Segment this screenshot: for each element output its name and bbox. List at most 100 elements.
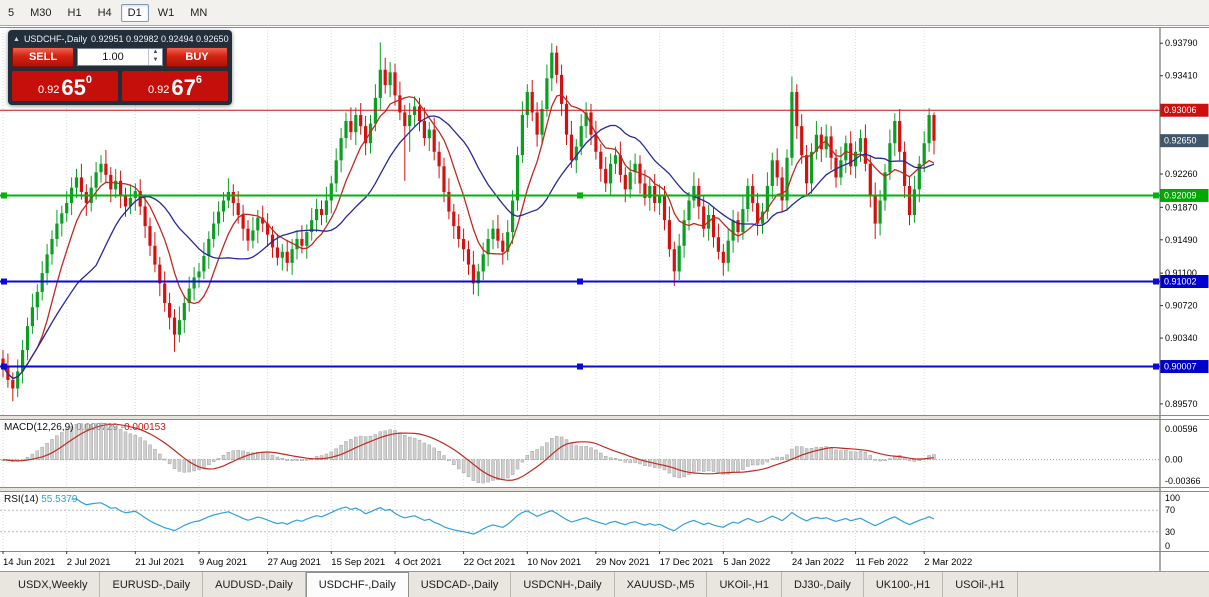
bid-price-pipette: 0 xyxy=(85,74,93,86)
svg-text:10 Nov 2021: 10 Nov 2021 xyxy=(527,557,581,568)
svg-text:0.90007: 0.90007 xyxy=(1164,362,1197,372)
price-axis-tag xyxy=(1160,103,1209,117)
svg-text:14 Jun 2021: 14 Jun 2021 xyxy=(3,557,55,568)
panel-splitter[interactable] xyxy=(0,415,1209,419)
price-chart-canvas[interactable]: 0.93790 0.93410 0.92260 0.91870 0.91490 0.911… xyxy=(0,27,1209,571)
price-axis-tag xyxy=(1160,275,1209,289)
timeframe-button-mn[interactable]: MN xyxy=(190,6,208,19)
hline-handle[interactable] xyxy=(577,192,583,199)
svg-text:2 Mar 2022: 2 Mar 2022 xyxy=(924,557,972,568)
volume-value[interactable]: 1.00 xyxy=(102,51,124,63)
price-axis-tag xyxy=(1160,134,1209,148)
volume-increase-icon[interactable]: ▲ xyxy=(152,49,159,55)
hline-handle[interactable] xyxy=(1153,363,1159,370)
chart-tab-xauusd-m5[interactable]: XAUUSD-,M5 xyxy=(615,572,708,597)
svg-text:4 Oct 2021: 4 Oct 2021 xyxy=(395,557,441,568)
svg-text:0.93790: 0.93790 xyxy=(1165,38,1198,48)
volume-decrease-icon[interactable]: ▼ xyxy=(152,57,159,63)
svg-text:MACD(12,26,9) 0.000729 -0.0001: MACD(12,26,9) 0.000729 -0.000153 xyxy=(4,422,166,433)
svg-text:11 Feb 2022: 11 Feb 2022 xyxy=(856,557,909,568)
svg-text:30: 30 xyxy=(1165,527,1175,537)
timeframe-toolbar: 5 M30 H1 H4 D1 W1 MN xyxy=(0,0,1209,26)
svg-text:0.90340: 0.90340 xyxy=(1165,333,1198,343)
chart-tab-audusd-daily[interactable]: AUDUSD-,Daily xyxy=(203,572,306,597)
buy-button[interactable]: BUY xyxy=(166,47,228,67)
chart-tab-uk100-h1[interactable]: UK100-,H1 xyxy=(864,572,944,597)
bid-price-display[interactable]: 0.92 65 0 xyxy=(12,71,118,101)
volume-spinner: ▲ ▼ xyxy=(148,49,162,65)
svg-text:0.92260: 0.92260 xyxy=(1165,169,1198,179)
svg-text:0: 0 xyxy=(1165,541,1170,551)
svg-text:RSI(14) 55.5379: RSI(14) 55.5379 xyxy=(4,494,78,505)
sell-button[interactable]: SELL xyxy=(12,47,74,67)
svg-text:0.90720: 0.90720 xyxy=(1165,301,1198,311)
ask-price-big-digits: 67 xyxy=(171,75,196,100)
hline-handle[interactable] xyxy=(577,278,583,285)
svg-text:27 Aug 2021: 27 Aug 2021 xyxy=(268,557,321,568)
timeframe-button-w1[interactable]: W1 xyxy=(157,6,175,19)
svg-text:0.91490: 0.91490 xyxy=(1165,235,1198,245)
ohlc-readout: 0.92951 0.92982 0.92494 0.92650 xyxy=(90,34,229,44)
price-axis-labels: 0.93790 0.93410 0.92260 0.91870 0.91490 0.911… xyxy=(1160,38,1209,409)
hline-handle[interactable] xyxy=(1153,192,1159,199)
chart-area: 0.93790 0.93410 0.92260 0.91870 0.91490 0.911… xyxy=(0,27,1209,571)
chart-tab-usdcnh-daily[interactable]: USDCNH-,Daily xyxy=(511,572,615,597)
chart-tab-usoil-h1[interactable]: USOil-,H1 xyxy=(943,572,1018,597)
svg-text:0.92650: 0.92650 xyxy=(1164,136,1197,146)
svg-text:0.93006: 0.93006 xyxy=(1164,105,1197,115)
price-axis-tag xyxy=(1160,188,1209,202)
macd-indicator xyxy=(0,422,1160,484)
timeframe-button-m30[interactable]: M30 xyxy=(30,6,52,19)
chart-tab-dj30-daily[interactable]: DJ30-,Daily xyxy=(782,572,864,597)
panel-splitter[interactable] xyxy=(0,487,1209,491)
date-axis: 14 Jun 2021 2 Jul 2021 21 Jul 2021 9 Aug 20… xyxy=(2,551,972,568)
timeframe-button-d1[interactable]: D1 xyxy=(120,3,149,22)
svg-text:70: 70 xyxy=(1165,505,1175,515)
svg-text:0.93410: 0.93410 xyxy=(1165,71,1198,81)
rsi-labels: RSI(14) 55.5379 100 70 30 0 xyxy=(4,493,1180,551)
timeframe-button-5[interactable]: 5 xyxy=(8,6,15,19)
hline-handle[interactable] xyxy=(1,192,7,199)
svg-text:2 Jul 2021: 2 Jul 2021 xyxy=(67,557,111,568)
svg-text:5 Jan 2022: 5 Jan 2022 xyxy=(723,557,770,568)
chart-tabs-bar: USDX,Weekly EURUSD-,Daily AUDUSD-,Daily USD… xyxy=(0,571,1209,597)
chart-tab-ukoil-h1[interactable]: UKOil-,H1 xyxy=(707,572,782,597)
chart-tab-usdcad-daily[interactable]: USDCAD-,Daily xyxy=(409,572,512,597)
svg-text:22 Oct 2021: 22 Oct 2021 xyxy=(464,557,516,568)
svg-text:21 Jul 2021: 21 Jul 2021 xyxy=(135,557,184,568)
bid-price-prefix: 0.92 xyxy=(37,84,60,96)
svg-text:0.91002: 0.91002 xyxy=(1164,277,1197,287)
chart-tab-eurusd-daily[interactable]: EURUSD-,Daily xyxy=(100,572,204,597)
chart-title-bar: ▲ USDCHF-,Daily 0.92951 0.92982 0.92494 … xyxy=(12,32,229,47)
svg-text:0.92009: 0.92009 xyxy=(1164,190,1197,200)
svg-text:0.91100: 0.91100 xyxy=(1165,268,1197,278)
svg-text:24 Jan 2022: 24 Jan 2022 xyxy=(792,557,844,568)
price-axis xyxy=(1160,27,1209,571)
chart-tab-usdx-weekly[interactable]: USDX,Weekly xyxy=(6,572,101,597)
bid-price-big-digits: 65 xyxy=(61,75,86,100)
svg-text:17 Dec 2021: 17 Dec 2021 xyxy=(660,557,714,568)
timeframe-button-h4[interactable]: H4 xyxy=(97,6,112,19)
svg-text:0.91870: 0.91870 xyxy=(1165,202,1198,212)
ask-price-display[interactable]: 0.92 67 6 xyxy=(122,71,228,101)
hline-handle[interactable] xyxy=(1153,278,1159,285)
hline-handle[interactable] xyxy=(1,278,7,285)
svg-text:0.00: 0.00 xyxy=(1165,455,1183,465)
ask-price-pipette: 6 xyxy=(195,74,203,86)
hline-handle[interactable] xyxy=(1,363,7,370)
svg-text:0.89570: 0.89570 xyxy=(1165,399,1198,409)
svg-text:0.00596: 0.00596 xyxy=(1165,424,1198,434)
hline-handle[interactable] xyxy=(577,363,583,370)
svg-text:100: 100 xyxy=(1165,493,1180,503)
chart-symbol-label: USDCHF-,Daily xyxy=(23,34,87,44)
collapse-panel-icon[interactable]: ▲ xyxy=(13,35,20,43)
svg-text:9 Aug 2021: 9 Aug 2021 xyxy=(199,557,247,568)
ma-fast-line xyxy=(2,93,935,380)
ask-price-prefix: 0.92 xyxy=(147,84,170,96)
one-click-trading-panel: ▲ USDCHF-,Daily 0.92951 0.92982 0.92494 … xyxy=(8,30,232,105)
volume-input[interactable]: 1.00 ▲ ▼ xyxy=(77,48,163,66)
chart-tab-usdchf-daily[interactable]: USDCHF-,Daily xyxy=(305,572,409,597)
price-axis-tag xyxy=(1160,360,1209,374)
timeframe-button-h1[interactable]: H1 xyxy=(67,6,82,19)
